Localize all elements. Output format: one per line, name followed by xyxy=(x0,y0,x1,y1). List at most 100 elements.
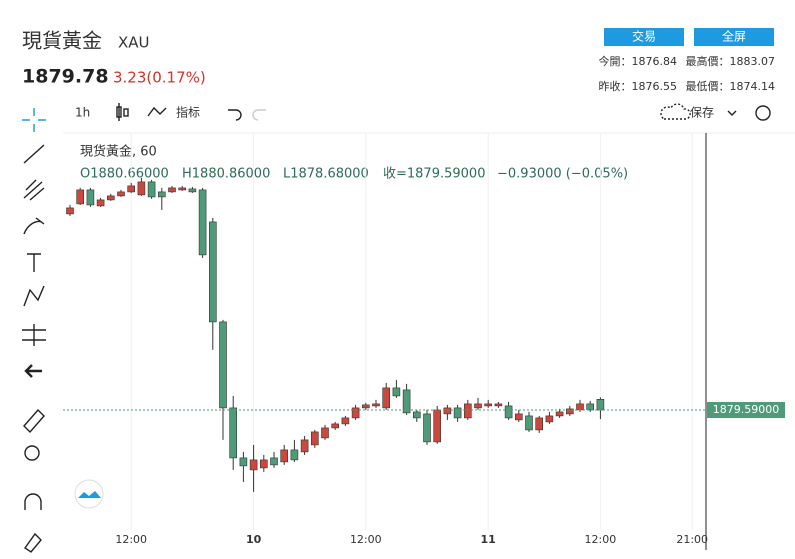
undo[interactable] xyxy=(228,109,242,121)
candle-body xyxy=(239,457,248,467)
candle-body xyxy=(463,403,472,419)
legend-ohlc: H1880.86000 xyxy=(182,167,270,182)
last-price-label: 1879.59000 xyxy=(713,403,779,416)
candle-body xyxy=(535,417,544,431)
candle-body xyxy=(270,457,278,466)
candle-body xyxy=(423,413,431,443)
x-tick-label: 10 xyxy=(246,533,262,546)
candle-body xyxy=(443,407,452,415)
candle-body xyxy=(137,181,146,196)
x-tick-label: 12:00 xyxy=(585,533,617,546)
candle-body xyxy=(555,411,564,417)
candle-body xyxy=(474,403,482,409)
x-tick-label: 21:00 xyxy=(676,533,708,546)
measure-tool[interactable] xyxy=(22,324,46,346)
candle-body xyxy=(127,185,135,193)
candle-body xyxy=(259,459,268,469)
title: 現貨黃金 xyxy=(22,29,102,53)
fullscreen-button[interactable] xyxy=(694,28,774,46)
candle-icon[interactable] xyxy=(116,103,129,121)
symbol: XAU xyxy=(118,34,150,52)
candle-body xyxy=(382,387,391,409)
candle-body xyxy=(351,407,360,419)
magnet-tool[interactable] xyxy=(24,493,42,510)
candle-body xyxy=(494,403,503,407)
price: 1879.78 xyxy=(22,66,109,88)
candle-body xyxy=(321,427,329,439)
redo xyxy=(252,109,266,121)
brush-tool[interactable] xyxy=(23,217,45,235)
stat: 最高價：1883.07 xyxy=(686,54,776,68)
candle-body xyxy=(147,181,156,198)
trade-button[interactable] xyxy=(604,28,684,46)
last-price-box xyxy=(707,402,785,418)
change: 3.23(0.17%) xyxy=(113,69,206,87)
logo xyxy=(78,491,101,498)
pattern-tool[interactable] xyxy=(23,285,45,307)
candle-body xyxy=(596,398,605,411)
candle-body xyxy=(198,189,207,256)
candle-body xyxy=(178,187,186,191)
ruler-tool[interactable] xyxy=(23,408,45,434)
candle-body xyxy=(514,413,523,421)
candle-body xyxy=(372,403,380,407)
candle-body xyxy=(188,188,197,193)
candle-body xyxy=(168,187,176,193)
cloud-icon[interactable] xyxy=(660,103,691,120)
x-tick-label: 12:00 xyxy=(115,533,147,546)
back-tool[interactable] xyxy=(24,364,42,378)
candle-body xyxy=(586,403,595,411)
settings[interactable] xyxy=(755,105,771,121)
crosshair-tool[interactable] xyxy=(22,108,46,132)
legend-ohlc: 收=1879.59000 xyxy=(383,167,485,182)
candle-body xyxy=(219,321,227,409)
candle-body xyxy=(290,449,299,461)
candle-body xyxy=(66,207,74,215)
candle-body xyxy=(412,411,421,419)
candle-body xyxy=(300,439,309,453)
candle-body xyxy=(310,431,319,446)
candle-body xyxy=(117,191,125,197)
trade-button-label[interactable]: 交易 xyxy=(632,29,656,44)
logo-ring xyxy=(74,479,104,509)
candle-body xyxy=(565,408,574,415)
indicator-icon[interactable] xyxy=(147,106,167,117)
candle-body xyxy=(86,189,95,206)
save-menu[interactable] xyxy=(727,110,737,116)
legend-ohlc: −0.93000 (−0.05%) xyxy=(497,167,628,182)
fib-tool[interactable] xyxy=(23,179,45,201)
candle-body xyxy=(433,409,442,443)
candle-body xyxy=(504,405,513,419)
indicators[interactable]: 指标 xyxy=(176,105,200,120)
candle-body xyxy=(76,189,84,205)
legend-ohlc: L1878.68000 xyxy=(283,167,369,182)
stat: 昨收：1876.55 xyxy=(599,79,678,93)
save[interactable]: 保存 xyxy=(690,106,714,120)
plot xyxy=(63,132,795,550)
candle-body xyxy=(158,191,166,198)
x-tick-label: 12:00 xyxy=(350,533,382,546)
candle-body xyxy=(453,407,462,419)
stat: 今開：1876.84 xyxy=(599,54,678,68)
candle-body xyxy=(209,221,217,323)
candle-body xyxy=(484,403,493,407)
fullscreen-button-label[interactable]: 全屏 xyxy=(722,29,746,44)
zoom-tool[interactable] xyxy=(24,445,40,461)
candle-body xyxy=(96,199,105,207)
legend-name: 現货黃金, 60 xyxy=(80,144,157,160)
lock-tool[interactable] xyxy=(24,532,42,553)
text-tool[interactable] xyxy=(27,253,41,272)
candle-body xyxy=(576,403,584,411)
left-toolbar xyxy=(22,108,46,553)
candle-body xyxy=(107,195,115,201)
candle-body xyxy=(249,459,258,471)
candle-body xyxy=(545,415,554,423)
line-tool[interactable] xyxy=(23,144,45,164)
interval[interactable]: 1h xyxy=(75,106,90,120)
candle-body xyxy=(525,415,533,431)
candle-body xyxy=(402,389,411,414)
x-tick-label: 11 xyxy=(481,533,496,546)
